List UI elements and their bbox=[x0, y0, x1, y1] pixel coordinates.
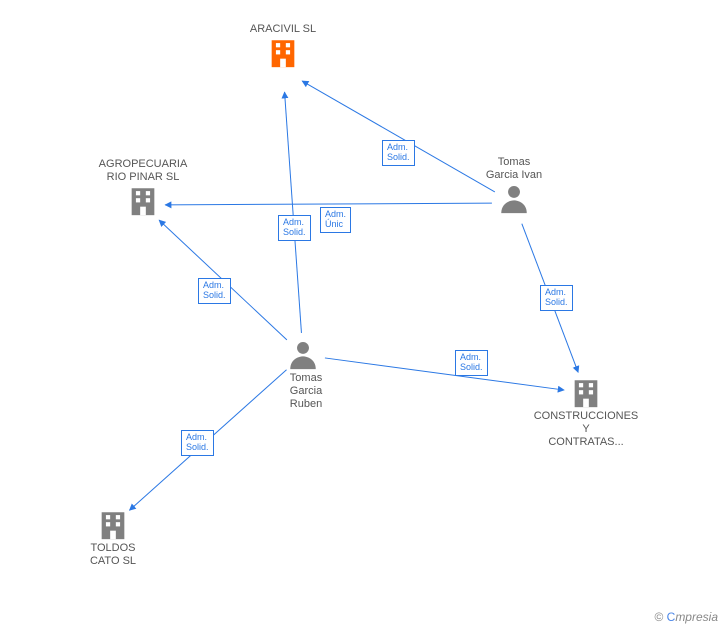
company-icon bbox=[96, 508, 130, 542]
node-label: TOLDOSCATO SL bbox=[58, 542, 168, 568]
diagram-canvas: ARACIVIL SL AGROPECUARIARIO PINAR SL TOL… bbox=[0, 0, 728, 630]
node-toldos: TOLDOSCATO SL bbox=[58, 508, 168, 568]
node-label: ARACIVIL SL bbox=[228, 23, 338, 36]
watermark-copyright: © bbox=[654, 610, 663, 624]
node-agropec: AGROPECUARIARIO PINAR SL bbox=[88, 158, 198, 218]
node-label: TomasGarcia Ivan bbox=[459, 156, 569, 182]
company-icon bbox=[569, 376, 603, 410]
node-label: AGROPECUARIARIO PINAR SL bbox=[88, 158, 198, 184]
edge-label: Adm.Solid. bbox=[181, 430, 214, 456]
edge-label: Adm.Únic bbox=[320, 207, 351, 233]
node-constr: CONSTRUCCIONESYCONTRATAS... bbox=[531, 376, 641, 450]
node-aracivil: ARACIVIL SL bbox=[228, 23, 338, 70]
edge-label: Adm.Solid. bbox=[198, 278, 231, 304]
person-icon bbox=[497, 182, 531, 216]
edge-label: Adm.Solid. bbox=[540, 285, 573, 311]
company-icon bbox=[266, 36, 300, 70]
node-label: TomasGarciaRuben bbox=[254, 372, 358, 412]
edge-label: Adm.Solid. bbox=[278, 215, 311, 241]
node-label: CONSTRUCCIONESYCONTRATAS... bbox=[531, 410, 641, 450]
watermark-brand: mpresia bbox=[675, 610, 718, 624]
person-icon bbox=[286, 338, 320, 372]
node-ruben: TomasGarciaRuben bbox=[248, 338, 358, 412]
watermark-c: C bbox=[667, 610, 676, 624]
edge-label: Adm.Solid. bbox=[455, 350, 488, 376]
company-icon bbox=[126, 184, 160, 218]
node-ivan: TomasGarcia Ivan bbox=[459, 156, 569, 216]
watermark: © Cmpresia bbox=[654, 610, 718, 624]
edge-label: Adm.Solid. bbox=[382, 140, 415, 166]
